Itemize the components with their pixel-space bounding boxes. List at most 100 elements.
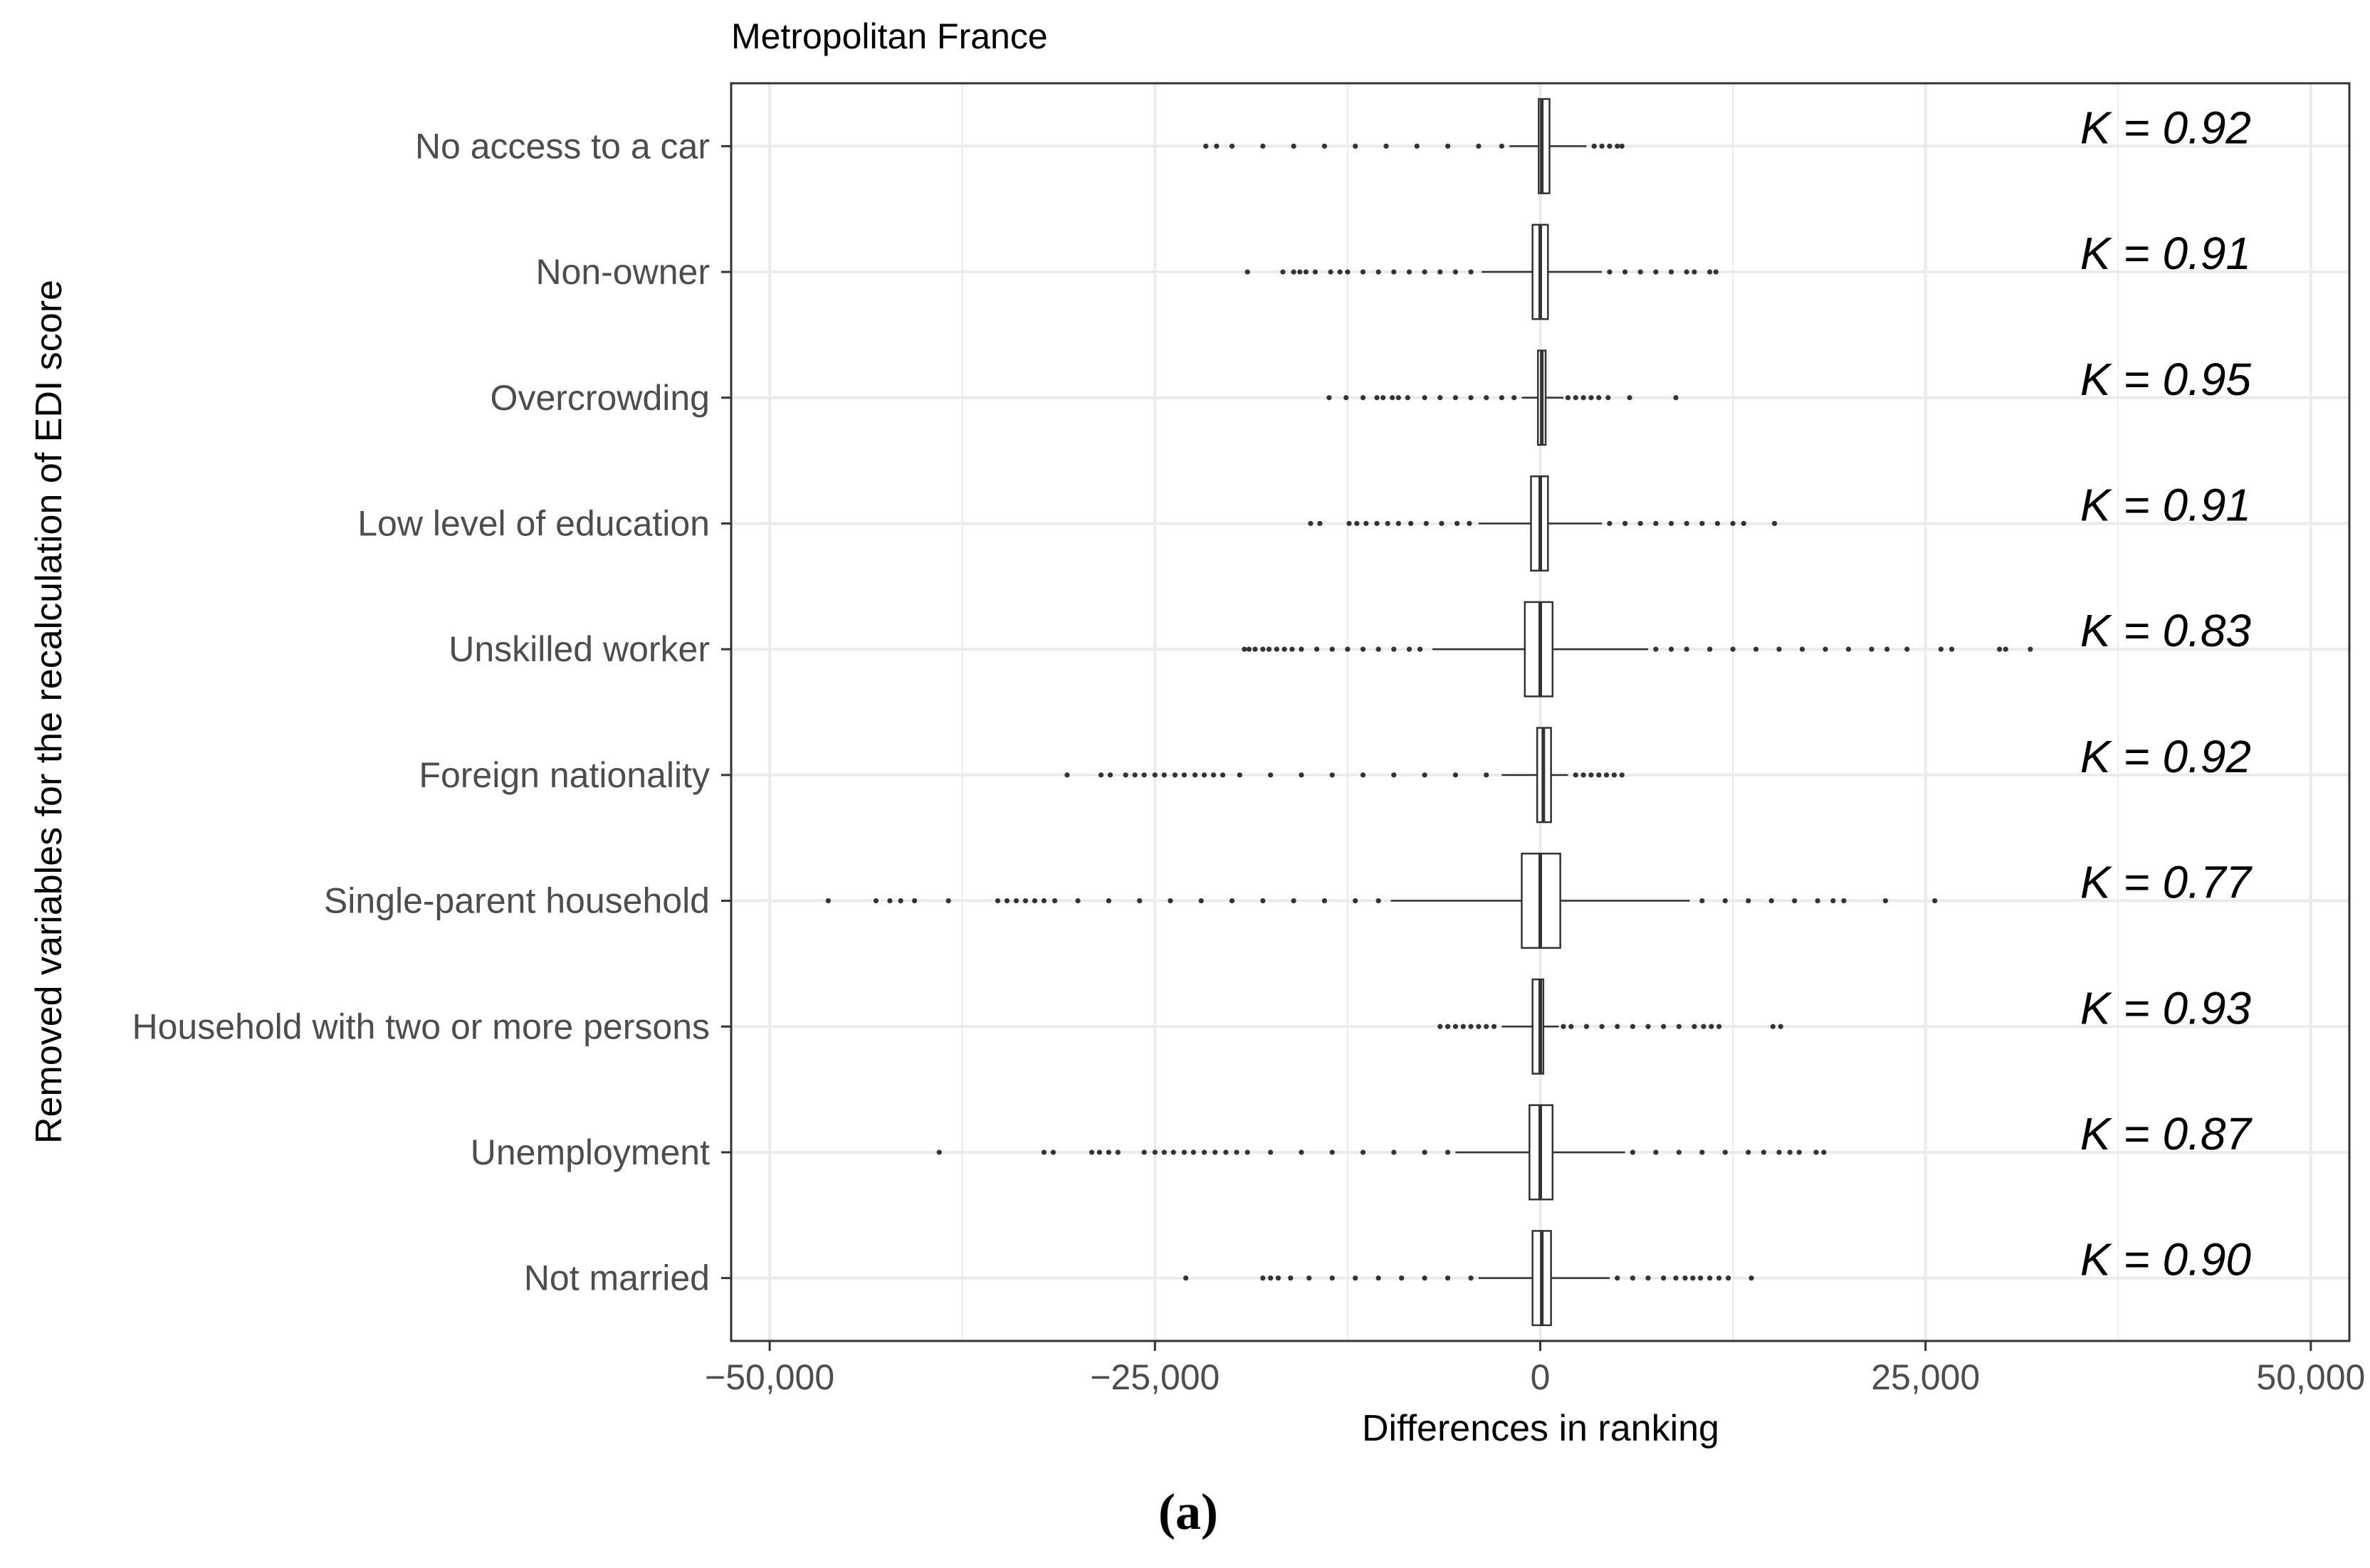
y-tick-label: Single-parent household xyxy=(324,881,710,921)
outlier-point xyxy=(1299,772,1304,778)
outlier-point xyxy=(1343,395,1349,401)
box-layer xyxy=(825,98,2033,1327)
outlier-point xyxy=(1627,395,1632,401)
outlier-point xyxy=(1692,269,1697,275)
outlier-point xyxy=(1714,520,1721,527)
outlier-point xyxy=(1141,1149,1147,1155)
outlier-point xyxy=(1698,1275,1704,1281)
outlier-point xyxy=(1768,898,1774,904)
x-axis-title: Differences in ranking xyxy=(1362,1408,1719,1449)
outlier-point xyxy=(1748,1275,1754,1281)
x-tick-label: −25,000 xyxy=(1090,1357,1220,1397)
outlier-point xyxy=(1260,1275,1266,1281)
y-tick-label: Unskilled worker xyxy=(449,629,710,669)
outlier-point xyxy=(1406,646,1412,652)
outlier-point xyxy=(1422,1149,1427,1155)
outlier-point xyxy=(1476,143,1482,149)
outlier-point xyxy=(1573,395,1578,401)
figure-caption: (a) xyxy=(1158,1483,1218,1540)
kappa-label: K = 0.93 xyxy=(2080,982,2252,1033)
outlier-point xyxy=(1730,646,1736,652)
outlier-point xyxy=(1089,1149,1095,1155)
outlier-point xyxy=(1260,646,1266,652)
outlier-point xyxy=(1607,269,1613,275)
outlier-point xyxy=(1052,898,1058,904)
outlier-point xyxy=(1932,898,1938,904)
y-tick-label: Overcrowding xyxy=(491,378,710,418)
outlier-point xyxy=(1499,143,1504,149)
outlier-point xyxy=(2028,646,2033,652)
outlier-point xyxy=(1106,1149,1111,1155)
box-2 xyxy=(1244,223,1719,320)
outlier-point xyxy=(1414,143,1420,149)
outlier-point xyxy=(1337,269,1343,275)
outlier-point xyxy=(1468,1275,1474,1281)
outlier-point xyxy=(1599,143,1605,149)
outlier-point xyxy=(1391,269,1397,275)
outlier-point xyxy=(1268,772,1274,778)
outlier-point xyxy=(1360,772,1366,778)
outlier-point xyxy=(1452,772,1459,778)
outlier-point xyxy=(912,898,918,904)
outlier-point xyxy=(1201,1149,1207,1155)
outlier-point xyxy=(1668,269,1674,275)
outlier-point xyxy=(898,898,903,904)
outlier-point xyxy=(1630,1149,1635,1155)
box-5 xyxy=(1242,601,2033,698)
outlier-point xyxy=(1353,898,1358,904)
outlier-point xyxy=(1172,772,1178,778)
outlier-point xyxy=(1299,1149,1304,1155)
outlier-point xyxy=(1445,1024,1451,1029)
outlier-point xyxy=(1787,1149,1793,1155)
outlier-point xyxy=(1588,772,1594,778)
outlier-point xyxy=(1353,143,1358,149)
outlier-point xyxy=(1622,520,1628,527)
outlier-point xyxy=(1390,395,1395,401)
y-tick-label: No access to a car xyxy=(415,126,710,166)
outlier-point xyxy=(1630,1275,1635,1281)
outlier-point xyxy=(1845,646,1852,652)
outlier-point xyxy=(1192,772,1198,778)
outlier-point xyxy=(1385,520,1390,527)
outlier-point xyxy=(1291,143,1296,149)
kappa-labels: K = 0.92 K = 0.91 K = 0.95 K = 0.91 K = 0.83… xyxy=(2080,102,2253,1285)
outlier-point xyxy=(1395,520,1401,527)
outlier-point xyxy=(1484,772,1489,778)
outlier-point xyxy=(1619,143,1625,149)
outlier-point xyxy=(1329,772,1335,778)
outlier-point xyxy=(1423,520,1429,527)
outlier-point xyxy=(1152,772,1158,778)
box-6 xyxy=(1064,727,1625,824)
outlier-point xyxy=(1653,269,1659,275)
outlier-point xyxy=(1771,520,1778,527)
outlier-point xyxy=(1637,269,1643,275)
outlier-point xyxy=(1375,646,1381,652)
outlier-point xyxy=(1405,395,1410,401)
outlier-point xyxy=(1603,772,1610,778)
outlier-point xyxy=(1716,1275,1722,1281)
outlier-point xyxy=(1841,898,1847,904)
outlier-point xyxy=(1132,772,1138,778)
outlier-point xyxy=(1615,1275,1620,1281)
y-axis-title: Removed variables for the recalculation … xyxy=(28,280,70,1144)
outlier-point xyxy=(1229,898,1235,904)
outlier-point xyxy=(1106,898,1111,904)
outlier-point xyxy=(1242,646,1247,652)
outlier-point xyxy=(1168,898,1173,904)
outlier-point xyxy=(1484,395,1489,401)
outlier-point xyxy=(1198,898,1204,904)
outlier-point xyxy=(1830,898,1836,904)
outlier-point xyxy=(1445,1149,1451,1155)
outlier-point xyxy=(1583,1024,1590,1029)
outlier-point xyxy=(1596,772,1602,778)
outlier-point xyxy=(1306,1275,1312,1281)
kappa-label: K = 0.83 xyxy=(2080,605,2252,656)
outlier-point xyxy=(1476,1024,1482,1029)
outlier-point xyxy=(1210,772,1217,778)
outlier-point xyxy=(1722,1149,1728,1155)
outlier-point xyxy=(1673,395,1679,401)
outlier-point xyxy=(1607,520,1613,527)
outlier-point xyxy=(1730,520,1736,527)
outlier-point xyxy=(1383,143,1389,149)
outlier-point xyxy=(1439,520,1444,527)
